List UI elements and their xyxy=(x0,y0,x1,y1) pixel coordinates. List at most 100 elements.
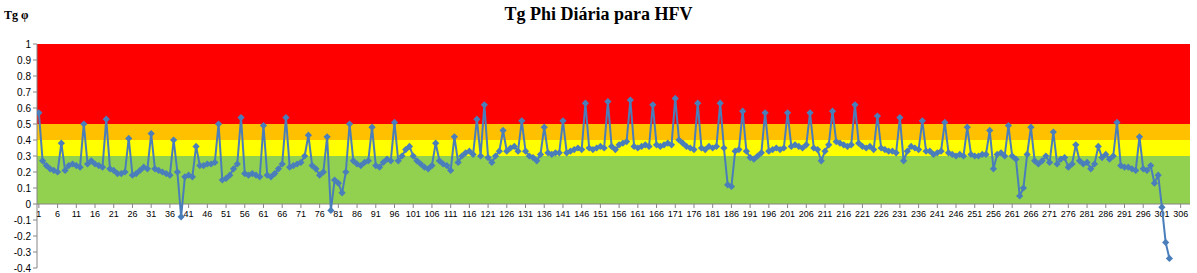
band xyxy=(37,140,1190,156)
y-tick xyxy=(33,220,37,221)
marker xyxy=(780,144,787,151)
marker xyxy=(470,151,477,158)
marker xyxy=(806,109,813,116)
x-tick-label: 46 xyxy=(202,209,212,219)
x-tick xyxy=(469,204,470,208)
band xyxy=(37,44,1190,124)
x-tick xyxy=(562,204,563,208)
x-axis xyxy=(37,204,1190,205)
x-tick-label: 111 xyxy=(444,209,458,219)
x-tick xyxy=(132,204,133,208)
x-tick-label: 126 xyxy=(499,209,514,219)
marker xyxy=(601,144,608,151)
marker xyxy=(174,168,181,175)
x-tick xyxy=(1180,204,1181,208)
marker xyxy=(1110,152,1117,159)
marker xyxy=(327,207,334,214)
marker xyxy=(237,114,244,121)
x-tick xyxy=(993,204,994,208)
x-tick-label: 31 xyxy=(146,209,156,219)
marker xyxy=(893,149,900,156)
x-tick-label: 211 xyxy=(818,209,832,219)
marker xyxy=(365,157,372,164)
marker xyxy=(312,165,319,172)
marker xyxy=(121,168,128,175)
x-tick-label: 186 xyxy=(724,209,739,219)
x-tick-label: 56 xyxy=(240,209,250,219)
marker xyxy=(870,146,877,153)
marker xyxy=(447,167,454,174)
marker xyxy=(556,149,563,156)
marker xyxy=(672,95,679,102)
x-tick xyxy=(263,204,264,208)
marker xyxy=(728,183,735,190)
y-tick xyxy=(33,60,37,61)
x-tick xyxy=(319,204,320,208)
x-tick xyxy=(1068,204,1069,208)
y-tick-label: 0.4 xyxy=(17,135,31,146)
marker xyxy=(125,135,132,142)
x-tick-label: 131 xyxy=(518,209,533,219)
x-tick xyxy=(357,204,358,208)
x-tick-label: 196 xyxy=(761,209,776,219)
marker xyxy=(1072,141,1079,148)
x-tick-label: 136 xyxy=(537,209,552,219)
marker xyxy=(282,114,289,121)
marker xyxy=(144,165,151,172)
x-tick-label: 71 xyxy=(296,209,306,219)
x-tick xyxy=(1049,204,1050,208)
x-tick xyxy=(693,204,694,208)
x-tick-label: 241 xyxy=(930,209,945,219)
x-tick xyxy=(38,204,39,208)
x-tick-label: 61 xyxy=(258,209,268,219)
y-tick-label: 0.9 xyxy=(17,55,31,66)
marker xyxy=(1132,167,1139,174)
marker xyxy=(1027,124,1034,131)
marker xyxy=(713,143,720,150)
x-tick-label: 106 xyxy=(424,209,439,219)
marker xyxy=(814,146,821,153)
marker xyxy=(338,189,345,196)
marker xyxy=(649,101,656,108)
marker xyxy=(735,146,742,153)
marker xyxy=(170,136,177,143)
x-tick xyxy=(581,204,582,208)
y-tick-label: 1 xyxy=(25,39,31,50)
x-tick xyxy=(899,204,900,208)
x-tick-label: 256 xyxy=(986,209,1001,219)
y-tick-label: 0 xyxy=(25,199,31,210)
x-tick-label: 36 xyxy=(165,209,175,219)
marker xyxy=(387,157,394,164)
x-tick-label: 116 xyxy=(462,209,476,219)
band xyxy=(37,124,1190,140)
marker xyxy=(215,120,222,127)
x-tick xyxy=(750,204,751,208)
x-tick xyxy=(169,204,170,208)
x-tick-label: 276 xyxy=(1061,209,1076,219)
marker xyxy=(919,117,926,124)
marker xyxy=(690,146,697,153)
marker xyxy=(1091,160,1098,167)
marker xyxy=(818,157,825,164)
marker xyxy=(627,96,634,103)
marker xyxy=(256,173,263,180)
x-tick xyxy=(787,204,788,208)
x-tick xyxy=(151,204,152,208)
marker xyxy=(297,159,304,166)
x-tick-label: 86 xyxy=(352,209,362,219)
x-tick xyxy=(937,204,938,208)
x-tick xyxy=(525,204,526,208)
x-tick-label: 291 xyxy=(1117,209,1132,219)
y-tick xyxy=(33,204,37,205)
marker xyxy=(990,165,997,172)
x-tick xyxy=(431,204,432,208)
marker xyxy=(451,133,458,140)
x-tick xyxy=(95,204,96,208)
x-tick xyxy=(244,204,245,208)
x-tick-label: 16 xyxy=(90,209,100,219)
x-tick-label: 191 xyxy=(743,209,758,219)
x-tick-label: 201 xyxy=(780,209,795,219)
marker xyxy=(874,112,881,119)
x-tick-label: 286 xyxy=(1098,209,1113,219)
x-tick xyxy=(488,204,489,208)
